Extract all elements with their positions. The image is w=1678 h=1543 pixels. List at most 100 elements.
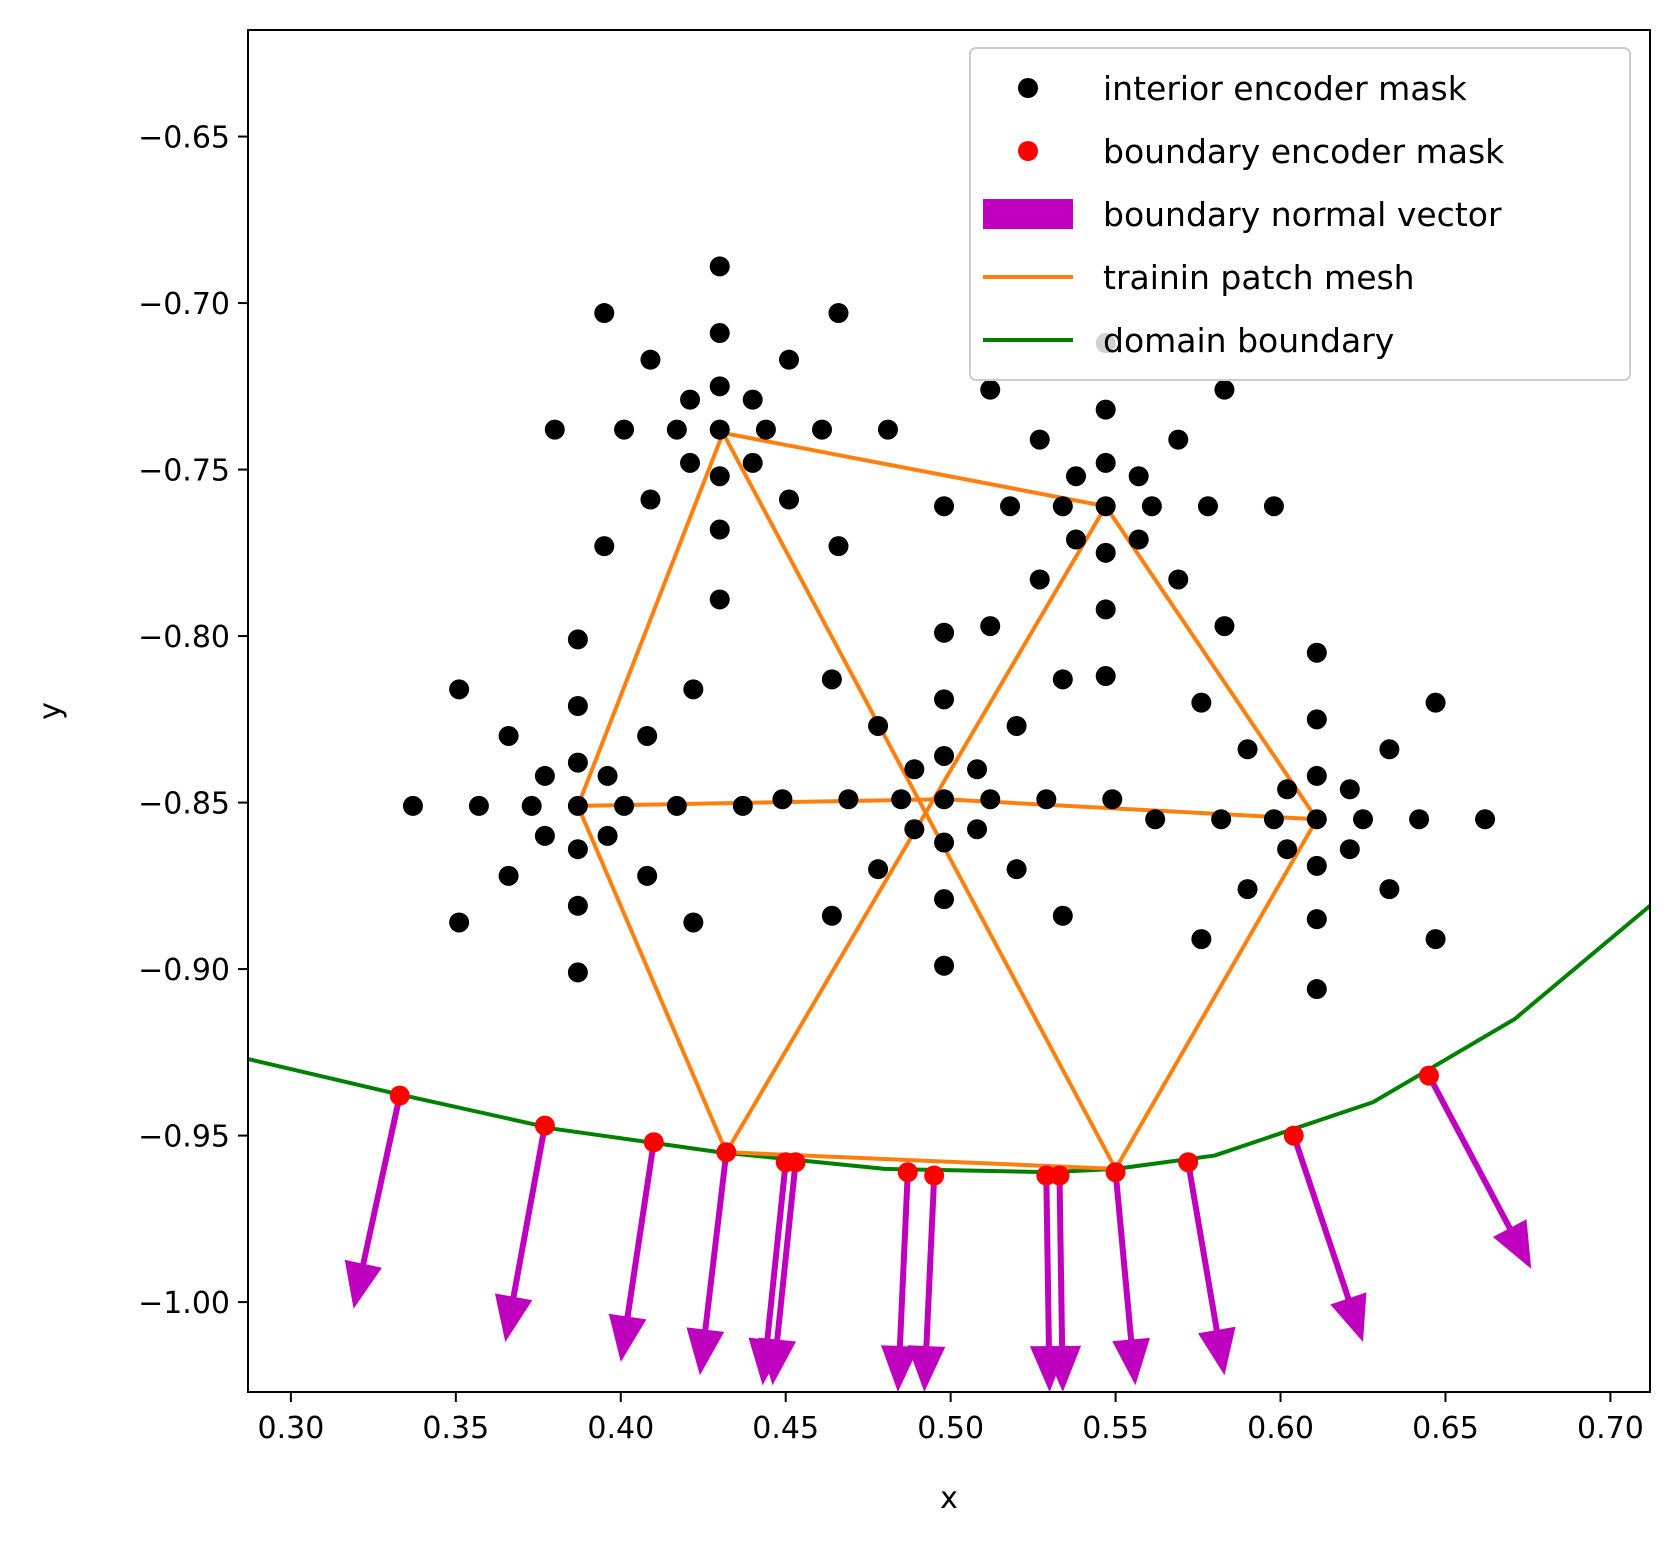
interior-point-9	[640, 349, 661, 370]
interior-point-62	[1006, 715, 1027, 736]
interior-point-0	[709, 256, 730, 277]
boundary-point-9	[1049, 1165, 1070, 1186]
legend-label-1: boundary encoder mask	[1103, 132, 1505, 171]
boundary-point-13	[1418, 1065, 1439, 1086]
normal-arrow-11	[1185, 1161, 1236, 1376]
x-tick-label-4: 0.50	[917, 1411, 984, 1446]
interior-point-30	[567, 895, 588, 916]
interior-point-124	[1475, 809, 1496, 830]
interior-point-47	[614, 795, 635, 816]
interior-point-73	[1036, 789, 1057, 810]
interior-point-56	[934, 955, 955, 976]
interior-point-68	[967, 819, 988, 840]
interior-point-87	[1168, 429, 1189, 450]
x-tick-label-8: 0.70	[1577, 1411, 1644, 1446]
interior-point-116	[1339, 779, 1360, 800]
interior-point-59	[1052, 669, 1073, 690]
interior-point-91	[1128, 466, 1149, 487]
interior-point-84	[1214, 379, 1235, 400]
boundary-point-7	[924, 1165, 945, 1186]
normal-arrow-8	[1029, 1175, 1068, 1392]
interior-point-111	[1237, 739, 1258, 760]
legend-label-4: domain boundary	[1103, 321, 1394, 360]
interior-point-102	[1306, 765, 1327, 786]
interior-point-121	[1263, 809, 1284, 830]
x-tick-label-2: 0.40	[587, 1411, 654, 1446]
interior-point-21	[640, 489, 661, 510]
axis-ticks: 0.30 0.35 0.40 0.45 0.50 0.55 0.60 0.65 0.70 −0.6…	[138, 121, 1644, 1446]
normal-arrow-6	[881, 1172, 919, 1392]
interior-point-33	[449, 912, 470, 933]
interior-point-44	[402, 795, 423, 816]
interior-point-6	[709, 589, 730, 610]
normal-arrow-1	[494, 1125, 548, 1342]
interior-point-55	[934, 889, 955, 910]
interior-point-31	[567, 962, 588, 983]
legend-box	[969, 47, 1631, 381]
interior-point-11	[680, 389, 701, 410]
interior-point-81	[1095, 666, 1116, 687]
y-tick-label-2: −0.75	[138, 454, 230, 489]
normal-arrow-3	[686, 1151, 730, 1376]
interior-point-94	[934, 496, 955, 517]
boundary-point-11	[1178, 1152, 1199, 1173]
interior-point-17	[811, 419, 832, 440]
interior-point-36	[498, 725, 519, 746]
interior-point-12	[742, 389, 763, 410]
legend-label-0: interior encoder mask	[1103, 69, 1468, 108]
interior-point-2	[709, 376, 730, 397]
interior-point-96	[1052, 496, 1073, 517]
y-tick-label-6: −0.95	[138, 1120, 230, 1155]
interior-point-26	[567, 696, 588, 717]
interior-point-32	[449, 679, 470, 700]
x-tick-label-0: 0.30	[257, 1411, 324, 1446]
interior-point-5	[709, 519, 730, 540]
interior-point-64	[1006, 859, 1027, 880]
interior-point-92	[1066, 529, 1087, 550]
interior-point-27	[567, 752, 588, 773]
interior-point-61	[868, 715, 889, 736]
interior-point-1	[709, 323, 730, 344]
normal-arrow-2	[608, 1141, 657, 1362]
normal-arrow-13	[1426, 1074, 1532, 1269]
interior-point-35	[683, 912, 704, 933]
interior-point-101	[1306, 709, 1327, 730]
interior-point-120	[1211, 809, 1232, 830]
interior-point-25	[567, 629, 588, 650]
boundary-point-10	[1105, 1162, 1126, 1183]
normal-arrow-7	[907, 1175, 946, 1392]
interior-point-45	[468, 795, 489, 816]
interior-point-67	[904, 819, 925, 840]
interior-point-4	[709, 466, 730, 487]
interior-point-113	[1237, 879, 1258, 900]
interior-point-66	[967, 759, 988, 780]
interior-point-37	[637, 725, 658, 746]
x-tick-label-5: 0.55	[1082, 1411, 1149, 1446]
interior-point-42	[534, 825, 555, 846]
interior-point-78	[1095, 496, 1116, 517]
boundary-point-5	[785, 1152, 806, 1173]
legend-label-2: boundary normal vector	[1103, 195, 1502, 234]
interior-point-72	[980, 789, 1001, 810]
interior-point-107	[1191, 692, 1212, 713]
interior-point-97	[1141, 496, 1162, 517]
x-tick-label-6: 0.60	[1247, 1411, 1314, 1446]
interior-point-95	[1000, 496, 1021, 517]
interior-point-112	[1379, 739, 1400, 760]
interior-point-65	[904, 759, 925, 780]
interior-point-49	[732, 795, 753, 816]
legend-marker-1	[1018, 141, 1038, 161]
boundary-point-2	[643, 1132, 664, 1153]
y-tick-label-5: −0.90	[138, 953, 230, 988]
interior-point-114	[1379, 879, 1400, 900]
y-axis-label: y	[33, 702, 68, 720]
interior-point-88	[1029, 569, 1050, 590]
interior-point-115	[1277, 779, 1298, 800]
interior-point-40	[534, 765, 555, 786]
interior-point-82	[980, 379, 1001, 400]
boundary-point-3	[716, 1142, 737, 1163]
interior-point-20	[742, 452, 763, 473]
interior-point-98	[1197, 496, 1218, 517]
interior-point-60	[1052, 905, 1073, 926]
